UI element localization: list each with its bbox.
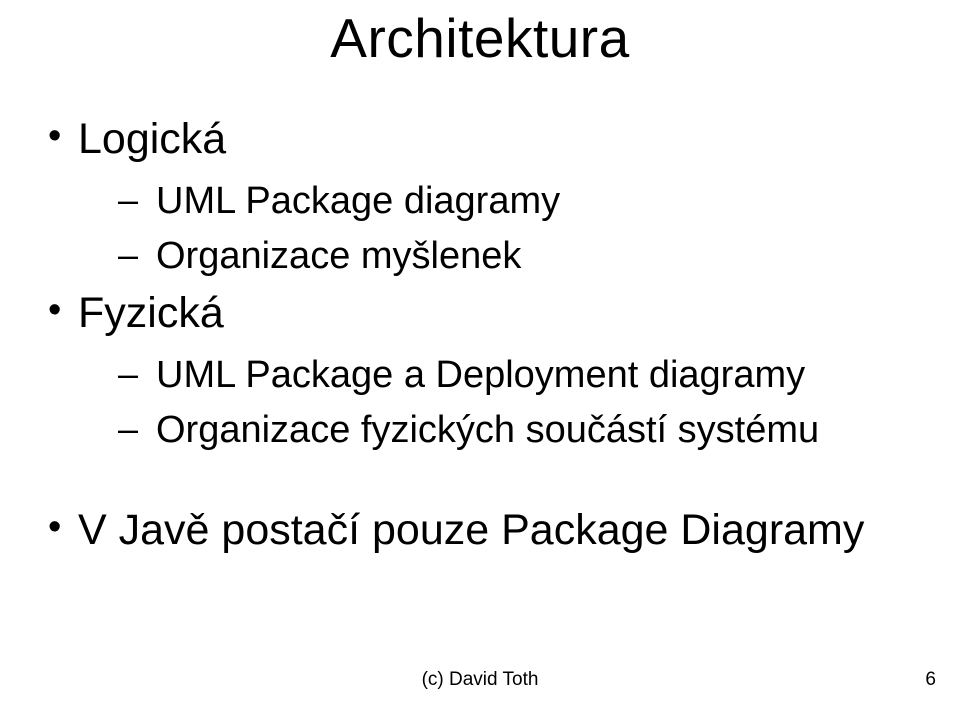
bullet-fyzicka-sub1: UML Package a Deployment diagramy: [48, 351, 918, 400]
bullet-fyzicka: Fyzická: [48, 286, 918, 341]
slide-content: Logická UML Package diagramy Organizace …: [48, 112, 918, 568]
bullet-logicka-sub1: UML Package diagramy: [48, 177, 918, 226]
bullet-java: V Javě postačí pouze Package Diagramy: [48, 503, 918, 558]
bullet-fyzicka-sub2: Organizace fyzických součástí systému: [48, 406, 918, 455]
spacer: [48, 461, 918, 503]
bullet-logicka-sub2: Organizace myšlenek: [48, 232, 918, 281]
slide: Architektura Logická UML Package diagram…: [0, 0, 960, 703]
footer-copyright: (c) David Toth: [0, 669, 960, 691]
footer-page-number: 6: [925, 669, 936, 691]
slide-title: Architektura: [0, 6, 960, 70]
bullet-logicka: Logická: [48, 112, 918, 167]
